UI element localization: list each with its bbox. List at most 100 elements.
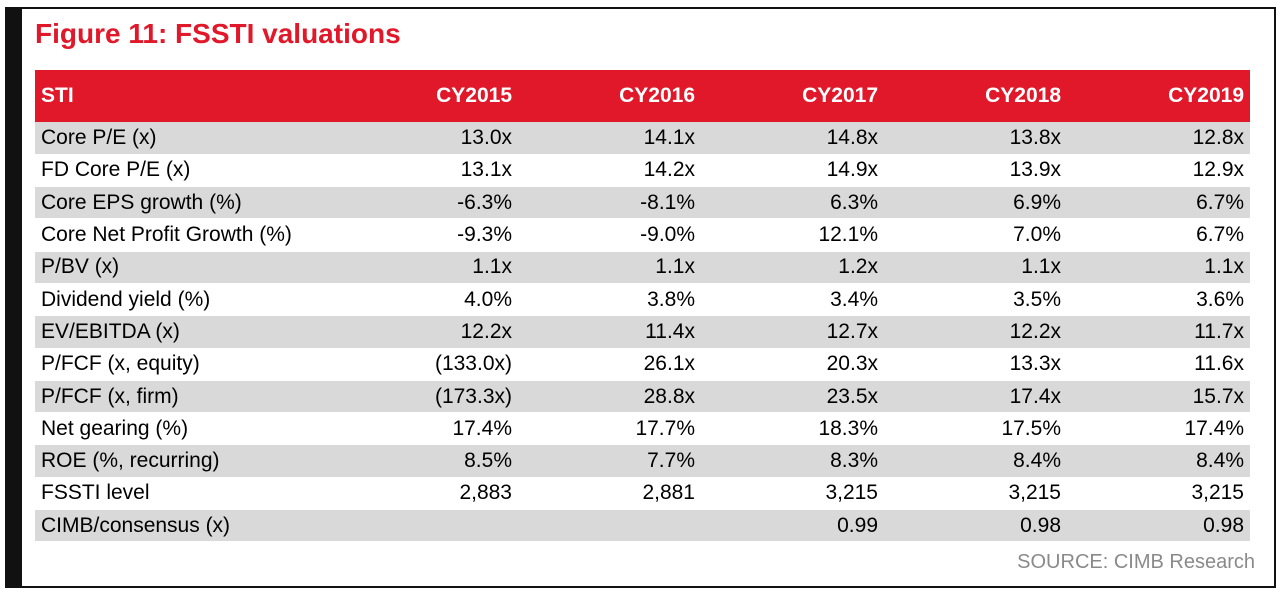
value-cell: -8.1% [518,186,701,220]
row-label-cell: Core EPS growth (%) [35,186,335,220]
table-row: Core P/E (x) 13.0x 14.1x 14.8x 13.8x 12.8x [35,122,1250,155]
table-row: CIMB/consensus (x) 0.99 0.98 0.98 [35,509,1250,543]
row-label-cell: Net gearing (%) [35,412,335,446]
value-cell: 3.6% [1067,283,1250,317]
table-row: P/FCF (x, firm) (173.3x) 28.8x 23.5x 17.4x 15… [35,380,1250,414]
value-cell: 12.8x [1067,122,1250,155]
value-cell: 12.2x [884,315,1067,349]
valuations-table: STI CY2015 CY2016 CY2017 CY2018 CY2019 C… [35,70,1250,543]
header-cell-cy2019: CY2019 [1067,70,1250,122]
value-cell: 13.8x [884,122,1067,155]
value-cell: -9.3% [335,218,518,252]
value-cell: 6.7% [1067,186,1250,220]
value-cell: 13.1x [335,154,518,188]
value-cell: 3,215 [884,477,1067,511]
row-label-cell: Core Net Profit Growth (%) [35,218,335,252]
value-cell: -9.0% [518,218,701,252]
value-cell: 12.2x [335,315,518,349]
value-cell: 4.0% [335,283,518,317]
value-cell: 1.1x [884,251,1067,284]
value-cell: 13.0x [335,122,518,155]
value-cell: 6.9% [884,186,1067,220]
row-label-cell: ROE (%, recurring) [35,444,335,478]
value-cell: 1.1x [335,251,518,284]
value-cell: 28.8x [518,380,701,414]
value-cell: 6.7% [1067,218,1250,252]
value-cell: 11.4x [518,315,701,349]
table-row: Core Net Profit Growth (%) -9.3% -9.0% 12.1… [35,218,1250,252]
value-cell: 11.7x [1067,315,1250,349]
value-cell: 23.5x [701,380,884,414]
value-cell: 3,215 [1067,477,1250,511]
table-row: EV/EBITDA (x) 12.2x 11.4x 12.7x 12.2x 11.7x [35,315,1250,349]
table-row: P/BV (x) 1.1x 1.1x 1.2x 1.1x 1.1x [35,251,1250,284]
value-cell: 20.3x [701,348,884,381]
value-cell: 2,883 [335,477,518,511]
header-cell-cy2015: CY2015 [335,70,518,122]
value-cell: 6.3% [701,186,884,220]
row-label-cell: FSSTI level [35,477,335,511]
value-cell: 13.9x [884,154,1067,188]
value-cell: 12.7x [701,315,884,349]
table-row: P/FCF (x, equity) (133.0x) 26.1x 20.3x 13.3x… [35,348,1250,381]
row-label-cell: P/BV (x) [35,251,335,284]
value-cell: 7.7% [518,444,701,478]
row-label-cell: P/FCF (x, equity) [35,348,335,381]
value-cell: 11.6x [1067,348,1250,381]
value-cell: 12.9x [1067,154,1250,188]
value-cell: 18.3% [701,412,884,446]
table-header-row: STI CY2015 CY2016 CY2017 CY2018 CY2019 [35,70,1250,122]
table-row: FD Core P/E (x) 13.1x 14.2x 14.9x 13.9x 12.9x [35,154,1250,188]
value-cell: 13.3x [884,348,1067,381]
source-note: SOURCE: CIMB Research [1017,551,1255,573]
value-cell: 17.4% [335,412,518,446]
row-label-cell: Dividend yield (%) [35,283,335,317]
value-cell: 8.5% [335,444,518,478]
figure-title: Figure 11: FSSTI valuations [35,18,401,49]
value-cell: 14.9x [701,154,884,188]
value-cell: 14.2x [518,154,701,188]
value-cell: 0.99 [701,509,884,543]
value-cell: 3,215 [701,477,884,511]
row-label-cell: CIMB/consensus (x) [35,509,335,543]
value-cell: 2,881 [518,477,701,511]
value-cell: 7.0% [884,218,1067,252]
table-row: Dividend yield (%) 4.0% 3.8% 3.4% 3.5% 3.6% [35,283,1250,317]
value-cell: 17.7% [518,412,701,446]
value-cell: 15.7x [1067,380,1250,414]
value-cell: 1.2x [701,251,884,284]
table-row: Net gearing (%) 17.4% 17.7% 18.3% 17.5% 17.4% [35,412,1250,446]
value-cell: 8.3% [701,444,884,478]
value-cell: 3.4% [701,283,884,317]
value-cell: 8.4% [884,444,1067,478]
header-cell-cy2018: CY2018 [884,70,1067,122]
row-label-cell: EV/EBITDA (x) [35,315,335,349]
table-row: ROE (%, recurring) 8.5% 7.7% 8.3% 8.4% 8.4% [35,444,1250,478]
table-row: Core EPS growth (%) -6.3% -8.1% 6.3% 6.9% 6.7… [35,186,1250,220]
value-cell: 17.5% [884,412,1067,446]
value-cell: 0.98 [1067,509,1250,543]
row-label-cell: Core P/E (x) [35,122,335,155]
value-cell: 1.1x [518,251,701,284]
table-body: Core P/E (x) 13.0x 14.1x 14.8x 13.8x 12.8x FD … [35,122,1250,543]
value-cell [518,509,701,543]
value-cell: 14.1x [518,122,701,155]
table-row: FSSTI level 2,883 2,881 3,215 3,215 3,215 [35,477,1250,511]
value-cell: 3.8% [518,283,701,317]
value-cell: 0.98 [884,509,1067,543]
value-cell: 3.5% [884,283,1067,317]
value-cell: 12.1% [701,218,884,252]
value-cell: -6.3% [335,186,518,220]
row-label-cell: FD Core P/E (x) [35,154,335,188]
value-cell: 26.1x [518,348,701,381]
header-cell-label: STI [35,70,335,122]
header-cell-cy2017: CY2017 [701,70,884,122]
value-cell: 1.1x [1067,251,1250,284]
value-cell: 17.4x [884,380,1067,414]
value-cell: 17.4% [1067,412,1250,446]
header-cell-cy2016: CY2016 [518,70,701,122]
value-cell: (133.0x) [335,348,518,381]
value-cell: 14.8x [701,122,884,155]
value-cell [335,509,518,543]
value-cell: (173.3x) [335,380,518,414]
